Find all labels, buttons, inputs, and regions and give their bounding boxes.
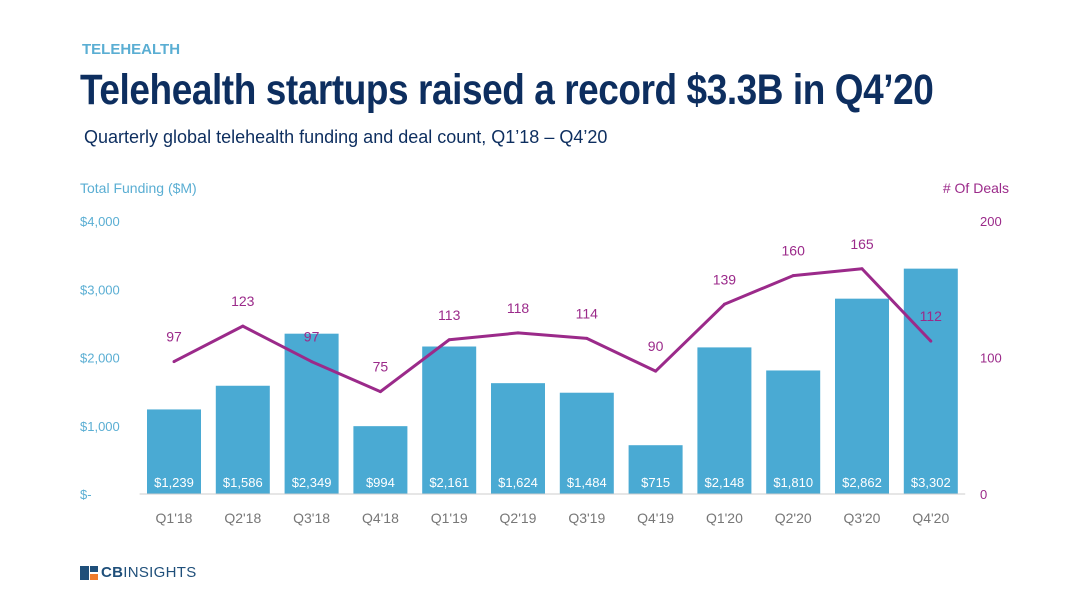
bar-data-label: $2,148 [705, 475, 745, 490]
bar-Q2'19 [491, 383, 545, 494]
bar-Q3'19 [559, 392, 614, 494]
bar-data-label: $1,624 [498, 475, 538, 490]
deals-point [310, 360, 314, 364]
bar-data-label: $2,862 [842, 475, 882, 490]
bar-data-label: $715 [641, 475, 670, 490]
left-tick-label: $2,000 [80, 351, 120, 366]
bar-Q4'19 [628, 445, 683, 494]
deals-point [654, 369, 658, 373]
deals-data-label: 113 [438, 307, 461, 323]
bar-Q4'20 [903, 268, 958, 494]
x-tick-label: Q4'18 [362, 510, 399, 526]
chart-subtitle: Quarterly global telehealth funding and … [84, 127, 608, 147]
bar-data-label: $994 [366, 475, 395, 490]
kicker: TELEHEALTH [82, 41, 181, 58]
deals-data-label: 139 [713, 271, 737, 287]
right-tick-label: 100 [980, 351, 1002, 366]
left-tick-label: $1,000 [80, 419, 120, 434]
bar-Q2'18 [215, 385, 270, 494]
deals-data-label: 123 [231, 293, 255, 309]
deals-point [860, 267, 864, 271]
chart-title: Telehealth startups raised a record $3.3… [80, 66, 934, 114]
x-tick-label: Q3'20 [844, 510, 881, 526]
x-tick-label: Q2'18 [224, 510, 261, 526]
deals-point [378, 390, 382, 394]
bar-Q3'18 [284, 333, 339, 494]
bar-Q1'19 [422, 346, 477, 494]
deals-point [791, 274, 795, 278]
deals-data-label: 112 [920, 308, 943, 324]
deals-point [447, 338, 451, 342]
right-axis-title: # Of Deals [943, 180, 1009, 196]
x-tick-label: Q4'19 [637, 510, 674, 526]
bar-data-label: $1,586 [223, 475, 263, 490]
deals-data-label: 165 [850, 236, 874, 252]
left-axis-title: Total Funding ($M) [80, 180, 197, 196]
bar-data-label: $3,302 [911, 475, 951, 490]
bar-data-label: $2,349 [292, 475, 332, 490]
bar-Q3'20 [835, 298, 889, 494]
deals-point [172, 360, 176, 364]
deals-point [929, 339, 933, 343]
deals-point [722, 302, 726, 306]
x-tick-label: Q1'20 [706, 510, 743, 526]
bar-Q1'20 [697, 347, 752, 494]
left-tick-label: $4,000 [80, 214, 120, 229]
bar-Q1'18 [147, 409, 201, 494]
left-tick-label: $- [80, 487, 92, 502]
x-tick-label: Q1'18 [156, 510, 193, 526]
logo-bold: CB [101, 564, 124, 581]
bar-Q4'18 [353, 426, 408, 494]
deals-data-label: 97 [304, 329, 320, 345]
left-tick-label: $3,000 [80, 282, 120, 297]
deals-data-label: 114 [576, 305, 599, 321]
logo-rest: INSIGHTS [123, 564, 197, 581]
deals-point [516, 331, 520, 335]
bar-data-label: $1,810 [773, 475, 813, 490]
x-tick-label: Q3'19 [568, 510, 605, 526]
right-tick-label: 0 [980, 487, 987, 502]
x-tick-label: Q3'18 [293, 510, 330, 526]
deals-point [241, 324, 245, 328]
bar-data-label: $2,161 [429, 475, 469, 490]
bar-data-label: $1,239 [154, 475, 194, 490]
deals-data-label: 75 [373, 359, 389, 375]
x-tick-label: Q2'19 [500, 510, 537, 526]
x-tick-label: Q2'20 [775, 510, 812, 526]
deals-line [173, 267, 932, 394]
cb-insights-logo: CBINSIGHTS [80, 564, 197, 581]
deals-point [585, 336, 589, 340]
deals-data-label: 97 [166, 329, 182, 345]
deals-data-label: 118 [507, 300, 530, 316]
cb-logo-icon [80, 565, 98, 580]
deals-data-label: 90 [648, 338, 664, 354]
x-tick-label: Q1'19 [431, 510, 468, 526]
bar-Q2'20 [766, 370, 821, 494]
deals-data-label: 160 [782, 243, 806, 259]
bar-data-label: $1,484 [567, 475, 607, 490]
right-tick-label: 200 [980, 214, 1002, 229]
x-tick-label: Q4'20 [912, 510, 949, 526]
